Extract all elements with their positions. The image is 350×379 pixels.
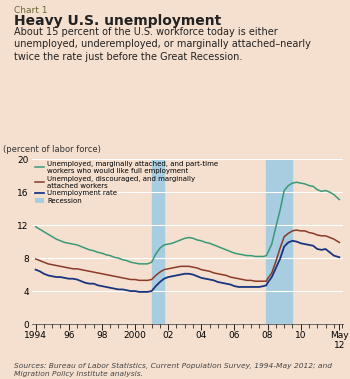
Text: (percent of labor force): (percent of labor force) — [4, 145, 101, 154]
Bar — [152, 159, 164, 324]
Bar — [266, 159, 293, 324]
Text: Sources: Bureau of Labor Statistics, Current Population Survey, 1994-May 2012; a: Sources: Bureau of Labor Statistics, Cur… — [14, 363, 332, 377]
Text: About 15 percent of the U.S. workforce today is either
unemployed, underemployed: About 15 percent of the U.S. workforce t… — [14, 27, 311, 62]
Text: Heavy U.S. unemployment: Heavy U.S. unemployment — [14, 14, 221, 28]
Legend: Unemployed, marginally attached, and part-time
workers who would like full emplo: Unemployed, marginally attached, and par… — [35, 161, 218, 204]
Text: Chart 1: Chart 1 — [14, 6, 48, 15]
